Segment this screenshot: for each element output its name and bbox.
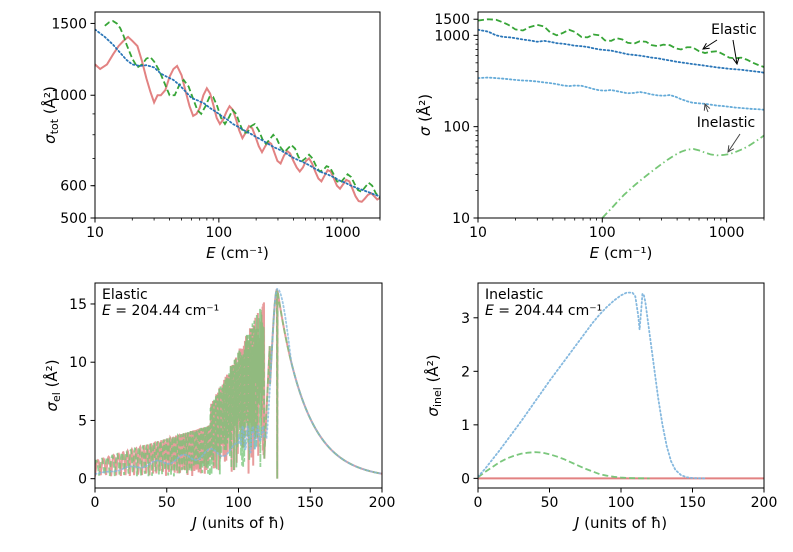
x-axis-label: E (cm⁻¹) <box>590 244 653 262</box>
annotation-elastic: Elastic <box>711 22 757 38</box>
series-group <box>95 20 380 203</box>
axes-frame <box>477 11 765 219</box>
series-group <box>478 291 764 480</box>
y-tick-label: 1000 <box>51 88 87 104</box>
y-tick-label: 10 <box>69 355 87 371</box>
x-tick-label: 10 <box>469 225 487 241</box>
panel-label: Inelastic <box>485 287 543 303</box>
y-tick-label: 1500 <box>434 12 470 28</box>
annotation-arrowhead <box>703 102 711 111</box>
y-axis-label: σinel (Å²) <box>423 354 444 416</box>
y-tick-label: 0 <box>461 471 470 487</box>
x-axis-label: J (units of ħ) <box>189 514 284 532</box>
x-tick-label: 1000 <box>709 225 745 241</box>
y-tick-label: 10 <box>452 211 470 227</box>
x-axis-label: E (cm⁻¹) <box>206 244 269 262</box>
x-tick-label: 0 <box>91 495 100 511</box>
y-tick-label: 100 <box>443 120 470 136</box>
series-group <box>478 18 764 218</box>
y-axis-label: σ (Å²) <box>415 94 434 136</box>
panel-bottom-right: 0 50 100 150 200 0 1 2 3 J (units of ħ) σinel (Å²)… <box>423 282 778 532</box>
panel-bottom-left: 0 50 100 150 200 0 5 10 15 J (units of ħ) σel (Å²)… <box>42 282 396 532</box>
annotation-arrow <box>727 133 741 153</box>
x-tick-label: 50 <box>158 495 176 511</box>
series-line-3 <box>95 28 380 198</box>
series-group <box>95 287 382 479</box>
annotation-arrowhead <box>727 145 735 153</box>
x-tick-label: 200 <box>751 495 778 511</box>
y-tick-label: 1000 <box>434 28 470 44</box>
series-line-1 <box>478 18 764 68</box>
y-tick-label: 500 <box>60 211 87 227</box>
x-tick-label: 10 <box>86 225 104 241</box>
x-tick-label: 100 <box>205 225 232 241</box>
axes-frame <box>94 11 381 219</box>
x-tick-label: 150 <box>679 495 706 511</box>
y-tick-label: 5 <box>78 413 87 429</box>
x-tick-label: 100 <box>589 225 616 241</box>
series-line-2 <box>478 28 764 74</box>
x-tick-label: 150 <box>297 495 324 511</box>
y-tick-label: 0 <box>78 472 87 488</box>
x-axis-label: J (units of ħ) <box>572 514 667 532</box>
panel-label: Elastic <box>102 287 148 303</box>
y-tick-label: 1 <box>461 418 470 434</box>
x-tick-label: 1000 <box>325 225 361 241</box>
annotation-arrow <box>702 39 718 50</box>
series-line-4 <box>601 134 764 218</box>
y-tick-label: 600 <box>60 179 87 195</box>
x-tick-label: 100 <box>608 495 635 511</box>
x-tick-label: 50 <box>541 495 559 511</box>
x-tick-label: 200 <box>369 495 396 511</box>
series-line-3 <box>478 76 764 111</box>
annotation-arrowhead <box>702 42 710 50</box>
y-tick-label: 15 <box>69 297 87 313</box>
annotation-arrowhead <box>732 57 740 66</box>
series-line-1 <box>95 35 380 203</box>
y-axis-label: σel (Å²) <box>42 359 63 411</box>
y-tick-label: 3 <box>461 311 470 327</box>
panel-energy-label: E = 204.44 cm⁻¹ <box>485 303 602 319</box>
annotation-arrow <box>704 103 709 113</box>
series-line-3 <box>95 287 382 475</box>
annotation-inelastic: Inelastic <box>697 115 755 131</box>
series-line-3 <box>478 291 708 480</box>
panel-top-left: 10 100 1000 500 600 1000 1500 E (cm⁻¹) σtot (Å²) <box>40 11 381 262</box>
panel-energy-label: E = 204.44 cm⁻¹ <box>102 303 219 319</box>
y-tick-label: 2 <box>461 364 470 380</box>
y-tick-label: 1500 <box>51 16 87 32</box>
series-line-2 <box>104 20 380 199</box>
x-tick-label: 0 <box>474 495 483 511</box>
annotation-arrow <box>732 39 738 65</box>
y-axis-label: σtot (Å²) <box>40 86 61 144</box>
series-line-2 <box>478 451 650 480</box>
x-tick-label: 100 <box>225 495 252 511</box>
